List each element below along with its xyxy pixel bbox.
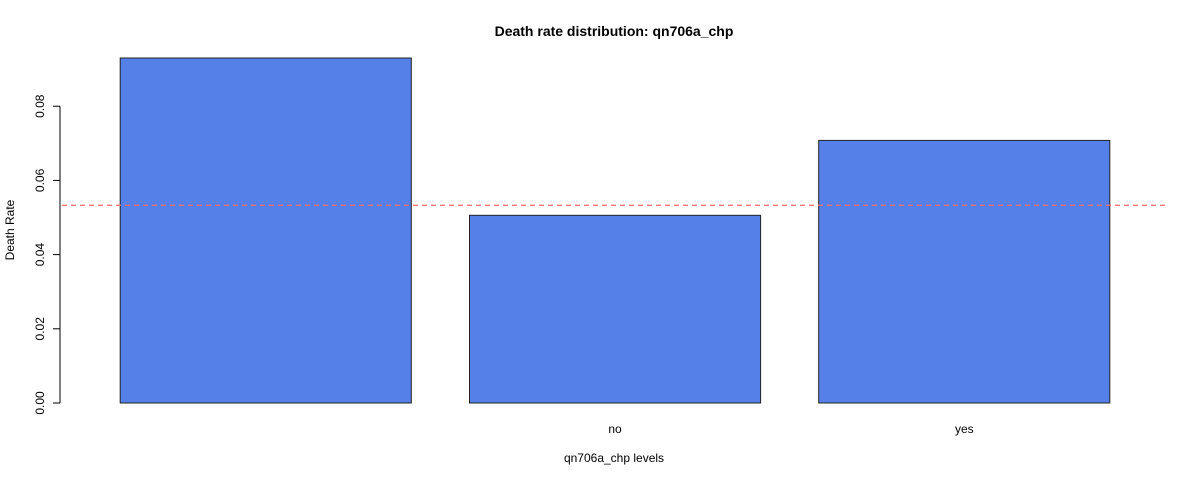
y-tick-label: 0.08 xyxy=(33,94,47,118)
bar-yes xyxy=(818,139,1111,404)
y-tick-label: 0.00 xyxy=(33,391,47,415)
y-tick-label: 0.06 xyxy=(33,168,47,192)
bars-group xyxy=(119,57,1111,404)
x-axis-tick-labels: no yes xyxy=(608,422,973,436)
y-tick-label: 0.02 xyxy=(33,317,47,341)
bar-no xyxy=(469,214,762,404)
chart-title: Death rate distribution: qn706a_chp xyxy=(495,23,734,39)
x-tick-label: yes xyxy=(955,422,974,436)
y-axis-label: Death Rate xyxy=(3,199,17,260)
y-axis-ticks: 0.00 0.02 0.04 0.06 0.08 xyxy=(33,94,60,415)
bar-blank xyxy=(119,57,412,404)
x-axis-label: qn706a_chp levels xyxy=(564,451,664,465)
x-tick-label: no xyxy=(608,422,622,436)
y-tick-label: 0.04 xyxy=(33,243,47,267)
